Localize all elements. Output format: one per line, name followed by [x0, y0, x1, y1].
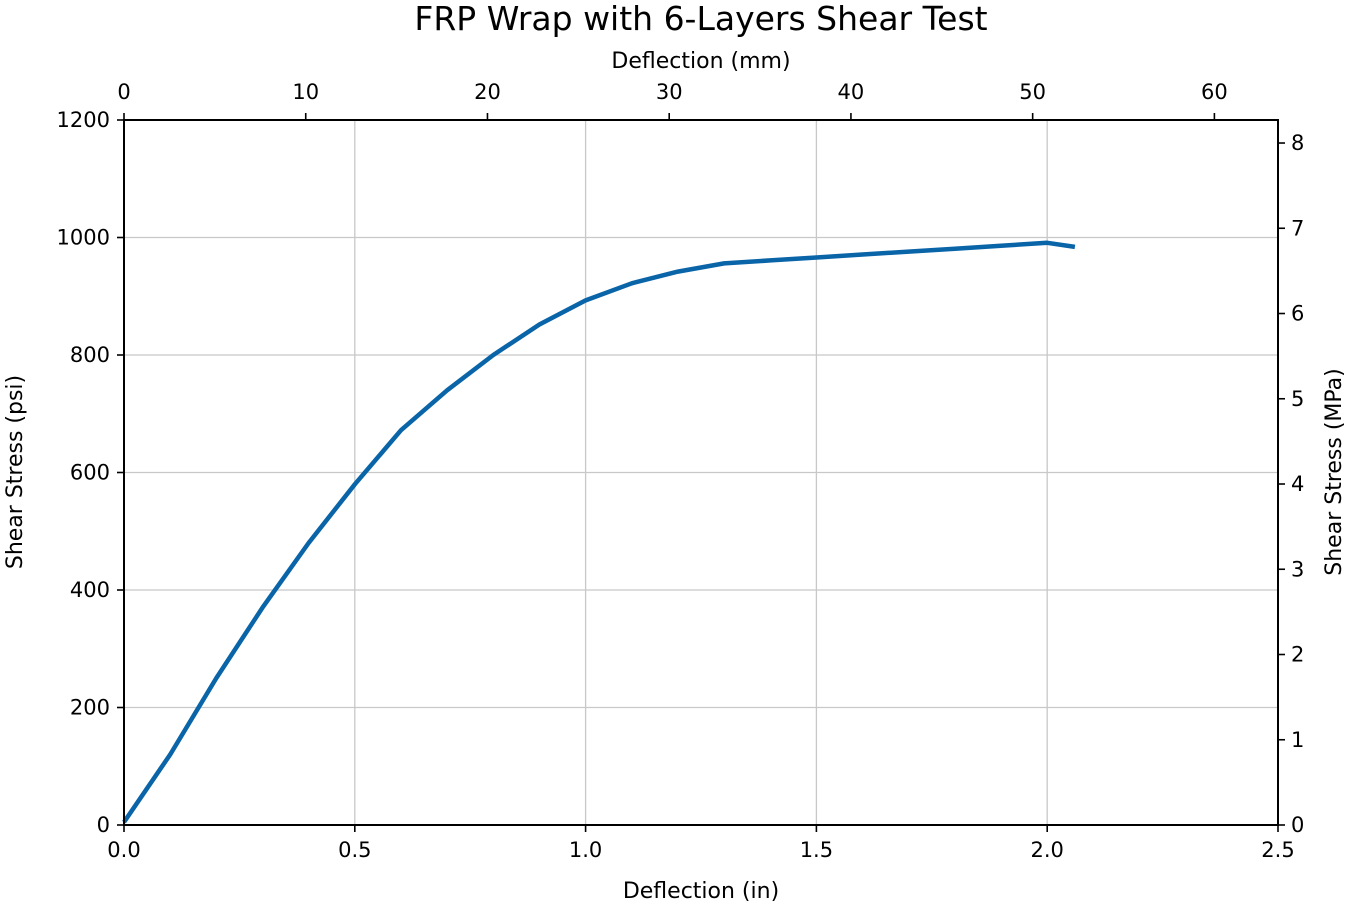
- x-tick-label: 2.5: [1261, 838, 1294, 862]
- y-tick-label: 400: [70, 578, 110, 602]
- tick-layer: 0.0 0.5 1.0 1.5 2.0 2.50200400600800100012000…: [57, 80, 1305, 862]
- grid-layer: [123, 119, 1279, 826]
- y-tick-label: 1000: [57, 226, 110, 250]
- x2-tick-label: 0: [117, 80, 130, 104]
- y-tick-label: 800: [70, 343, 110, 367]
- y2-tick-label: 0: [1291, 813, 1304, 837]
- y2-tick-label: 2: [1291, 643, 1304, 667]
- y2-tick-label: 1: [1291, 728, 1304, 752]
- x2-tick-label: 40: [838, 80, 865, 104]
- chart-title: FRP Wrap with 6-Layers Shear Test: [414, 0, 987, 38]
- y2-tick-label: 5: [1291, 387, 1304, 411]
- y-tick-label: 1200: [57, 108, 110, 132]
- y2-tick-label: 4: [1291, 472, 1304, 496]
- x2-tick-label: 50: [1019, 80, 1046, 104]
- x-tick-label: 1.0: [569, 838, 602, 862]
- label-layer: FRP Wrap with 6-Layers Shear Test Deflec…: [3, 0, 1347, 904]
- x-tick-label: 2.0: [1030, 838, 1063, 862]
- y-tick-label: 0: [97, 813, 110, 837]
- bottom-x-axis-label: Deflection (in): [623, 879, 779, 904]
- x-tick-label: 1.5: [800, 838, 833, 862]
- series-layer: [122, 240, 1076, 824]
- y-tick-label: 200: [70, 696, 110, 720]
- x2-tick-label: 10: [292, 80, 319, 104]
- y-tick-label: 600: [70, 461, 110, 485]
- x2-tick-label: 60: [1201, 80, 1228, 104]
- right-y-axis-label: Shear Stress (MPa): [1322, 368, 1347, 575]
- top-x-axis-label: Deflection (mm): [611, 49, 790, 74]
- series-line: [122, 240, 1076, 824]
- y2-tick-label: 6: [1291, 302, 1304, 326]
- x2-tick-label: 30: [656, 80, 683, 104]
- y2-tick-label: 7: [1291, 216, 1304, 240]
- x-tick-label: 0.5: [338, 838, 371, 862]
- x2-tick-label: 20: [474, 80, 501, 104]
- y2-tick-label: 3: [1291, 557, 1304, 581]
- y2-tick-label: 8: [1291, 131, 1304, 155]
- left-y-axis-label: Shear Stress (psi): [3, 375, 28, 569]
- x-tick-label: 0.0: [107, 838, 140, 862]
